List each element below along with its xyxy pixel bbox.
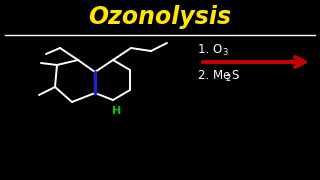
Text: 3: 3 <box>222 48 228 57</box>
Text: S: S <box>231 69 238 82</box>
Text: 2: 2 <box>225 73 230 82</box>
Text: 2. Me: 2. Me <box>198 69 230 82</box>
Text: Ozonolysis: Ozonolysis <box>88 5 232 29</box>
Text: 1. O: 1. O <box>198 42 222 55</box>
Text: H: H <box>112 106 122 116</box>
